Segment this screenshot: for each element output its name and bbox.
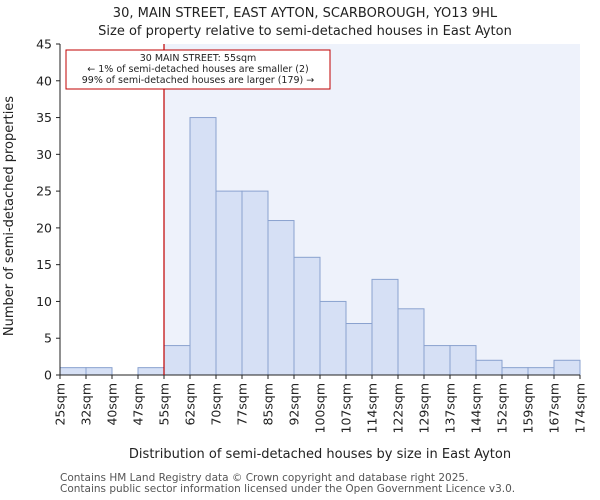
x-tick-label: 25sqm <box>53 383 68 426</box>
bar-100sqm <box>319 300 347 376</box>
bar-129sqm <box>423 345 451 376</box>
y-tick-label: 0 <box>44 368 52 383</box>
y-tick-label: 35 <box>36 110 52 125</box>
x-tick-label: 174sqm <box>573 383 588 433</box>
x-tick-label: 167sqm <box>547 383 562 433</box>
x-tick-label: 70sqm <box>209 383 224 426</box>
bar-137sqm <box>449 345 477 376</box>
footer-copyright: Contains HM Land Registry data © Crown c… <box>60 472 469 484</box>
bar-92sqm <box>293 256 321 376</box>
y-tick-label: 20 <box>36 220 52 235</box>
y-tick-label: 45 <box>36 37 52 52</box>
bar-55sqm <box>163 345 191 376</box>
x-tick-label: 152sqm <box>495 383 510 433</box>
bar-47sqm <box>137 367 165 376</box>
chart-title: 30, MAIN STREET, EAST AYTON, SCARBOROUGH… <box>113 6 498 21</box>
annotation-box: 30 MAIN STREET: 55sqm ← 1% of semi-detac… <box>65 49 331 90</box>
footer-licence: Contains public sector information licen… <box>60 483 516 495</box>
bars-group <box>59 117 581 376</box>
y-tick-label: 40 <box>36 73 52 88</box>
x-tick-label: 62sqm <box>183 383 198 426</box>
annotation-box-border <box>65 49 331 90</box>
bar-32sqm <box>85 367 113 376</box>
x-tick-label: 40sqm <box>105 383 120 426</box>
bar-167sqm <box>553 359 581 376</box>
x-tick-label: 137sqm <box>443 383 458 433</box>
x-tick-label: 129sqm <box>417 383 432 433</box>
bar-144sqm <box>475 359 503 376</box>
x-tick-label: 55sqm <box>157 383 172 426</box>
x-tick-label: 100sqm <box>313 383 328 433</box>
bar-85sqm <box>267 220 295 376</box>
bar-122sqm <box>397 308 425 376</box>
y-tick-label: 15 <box>36 257 52 272</box>
bar-70sqm <box>215 190 243 376</box>
y-tick-label: 25 <box>36 184 52 199</box>
annotation-line-2: ← 1% of semi-detached houses are smaller… <box>87 64 308 75</box>
x-tick-label: 77sqm <box>235 383 250 426</box>
bar-152sqm <box>501 367 529 376</box>
x-tick-label: 32sqm <box>79 383 94 426</box>
x-axis-label: Distribution of semi-detached houses by … <box>129 447 511 462</box>
x-tick-label: 92sqm <box>287 383 302 426</box>
y-tick-label: 10 <box>36 294 52 309</box>
bar-25sqm <box>59 367 87 376</box>
y-tick-label: 30 <box>36 147 52 162</box>
x-tick-label: 85sqm <box>261 383 276 426</box>
y-tick-label: 5 <box>44 331 52 346</box>
bar-159sqm <box>527 367 555 376</box>
bar-77sqm <box>241 190 269 376</box>
bar-62sqm <box>189 117 217 376</box>
x-ticks: 25sqm 32sqm 40sqm 47sqm 55sqm 62sqm 70sqm 77sqm… <box>53 375 588 433</box>
annotation-line-1: 30 MAIN STREET: 55sqm <box>140 53 256 64</box>
annotation-line-3: 99% of semi-detached houses are larger (… <box>82 75 315 86</box>
x-tick-label: 107sqm <box>339 383 354 433</box>
x-tick-label: 122sqm <box>391 383 406 433</box>
chart-subtitle: Size of property relative to semi-detach… <box>98 24 512 39</box>
x-tick-label: 114sqm <box>365 383 380 433</box>
x-tick-label: 144sqm <box>469 383 484 433</box>
y-ticks: 0 5 10 15 20 25 30 35 40 45 <box>36 37 60 383</box>
bar-114sqm <box>371 278 399 376</box>
histogram-chart: 30, MAIN STREET, EAST AYTON, SCARBOROUGH… <box>2 6 588 462</box>
x-tick-label: 159sqm <box>521 383 536 433</box>
x-tick-label: 47sqm <box>131 383 146 426</box>
bar-107sqm <box>345 323 373 376</box>
y-axis-label: Number of semi-detached properties <box>2 96 17 336</box>
